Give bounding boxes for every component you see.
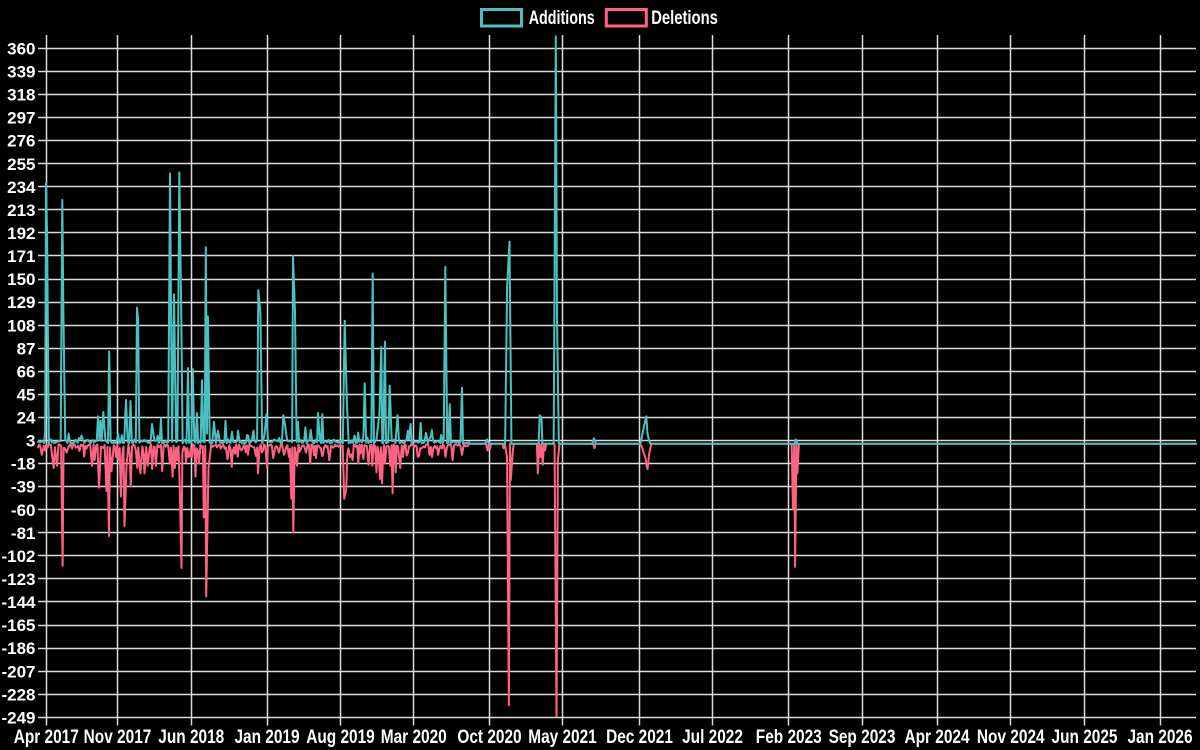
svg-text:Jan 2026: Jan 2026 bbox=[1127, 726, 1192, 748]
svg-text:-102: -102 bbox=[1, 547, 35, 566]
svg-text:Nov 2017: Nov 2017 bbox=[84, 726, 152, 748]
svg-text:66: 66 bbox=[17, 362, 36, 381]
svg-text:Nov 2024: Nov 2024 bbox=[977, 726, 1045, 748]
svg-text:108: 108 bbox=[7, 316, 35, 335]
svg-text:297: 297 bbox=[7, 109, 35, 128]
svg-text:129: 129 bbox=[7, 293, 35, 312]
svg-text:3: 3 bbox=[26, 432, 35, 451]
svg-text:339: 339 bbox=[7, 63, 35, 82]
svg-text:213: 213 bbox=[7, 201, 35, 220]
svg-text:Deletions: Deletions bbox=[651, 8, 718, 29]
svg-text:Apr 2017: Apr 2017 bbox=[14, 726, 79, 748]
svg-text:-39: -39 bbox=[11, 478, 36, 497]
svg-text:24: 24 bbox=[17, 409, 36, 428]
svg-text:171: 171 bbox=[7, 247, 35, 266]
svg-text:-249: -249 bbox=[1, 709, 35, 728]
svg-text:Dec 2021: Dec 2021 bbox=[606, 726, 673, 748]
svg-text:-123: -123 bbox=[1, 570, 35, 589]
svg-text:-60: -60 bbox=[11, 501, 36, 520]
svg-text:Jun 2025: Jun 2025 bbox=[1052, 726, 1118, 748]
svg-text:360: 360 bbox=[7, 39, 35, 58]
svg-text:276: 276 bbox=[7, 132, 35, 151]
svg-text:192: 192 bbox=[7, 224, 35, 243]
svg-text:Jan 2019: Jan 2019 bbox=[234, 726, 299, 748]
svg-text:-207: -207 bbox=[1, 662, 35, 681]
svg-text:Apr 2024: Apr 2024 bbox=[904, 726, 969, 748]
svg-text:-165: -165 bbox=[1, 616, 35, 635]
svg-text:Oct 2020: Oct 2020 bbox=[457, 726, 521, 748]
svg-text:Feb 2023: Feb 2023 bbox=[756, 726, 822, 748]
svg-text:45: 45 bbox=[17, 386, 36, 405]
svg-text:318: 318 bbox=[7, 86, 35, 105]
svg-text:-81: -81 bbox=[11, 524, 36, 543]
svg-text:Mar 2020: Mar 2020 bbox=[381, 726, 447, 748]
svg-text:Jun 2018: Jun 2018 bbox=[158, 726, 224, 748]
svg-text:Jul 2022: Jul 2022 bbox=[682, 726, 743, 748]
svg-text:234: 234 bbox=[7, 178, 36, 197]
svg-text:-186: -186 bbox=[1, 639, 35, 658]
svg-text:Sep 2023: Sep 2023 bbox=[829, 726, 896, 748]
svg-text:87: 87 bbox=[17, 339, 36, 358]
svg-text:Additions: Additions bbox=[529, 8, 595, 29]
svg-text:-144: -144 bbox=[1, 593, 36, 612]
svg-text:-18: -18 bbox=[11, 455, 36, 474]
svg-text:-228: -228 bbox=[1, 685, 35, 704]
svg-text:Aug 2019: Aug 2019 bbox=[306, 726, 375, 748]
svg-text:150: 150 bbox=[7, 270, 35, 289]
svg-text:May 2021: May 2021 bbox=[528, 726, 597, 748]
svg-text:255: 255 bbox=[7, 155, 35, 174]
